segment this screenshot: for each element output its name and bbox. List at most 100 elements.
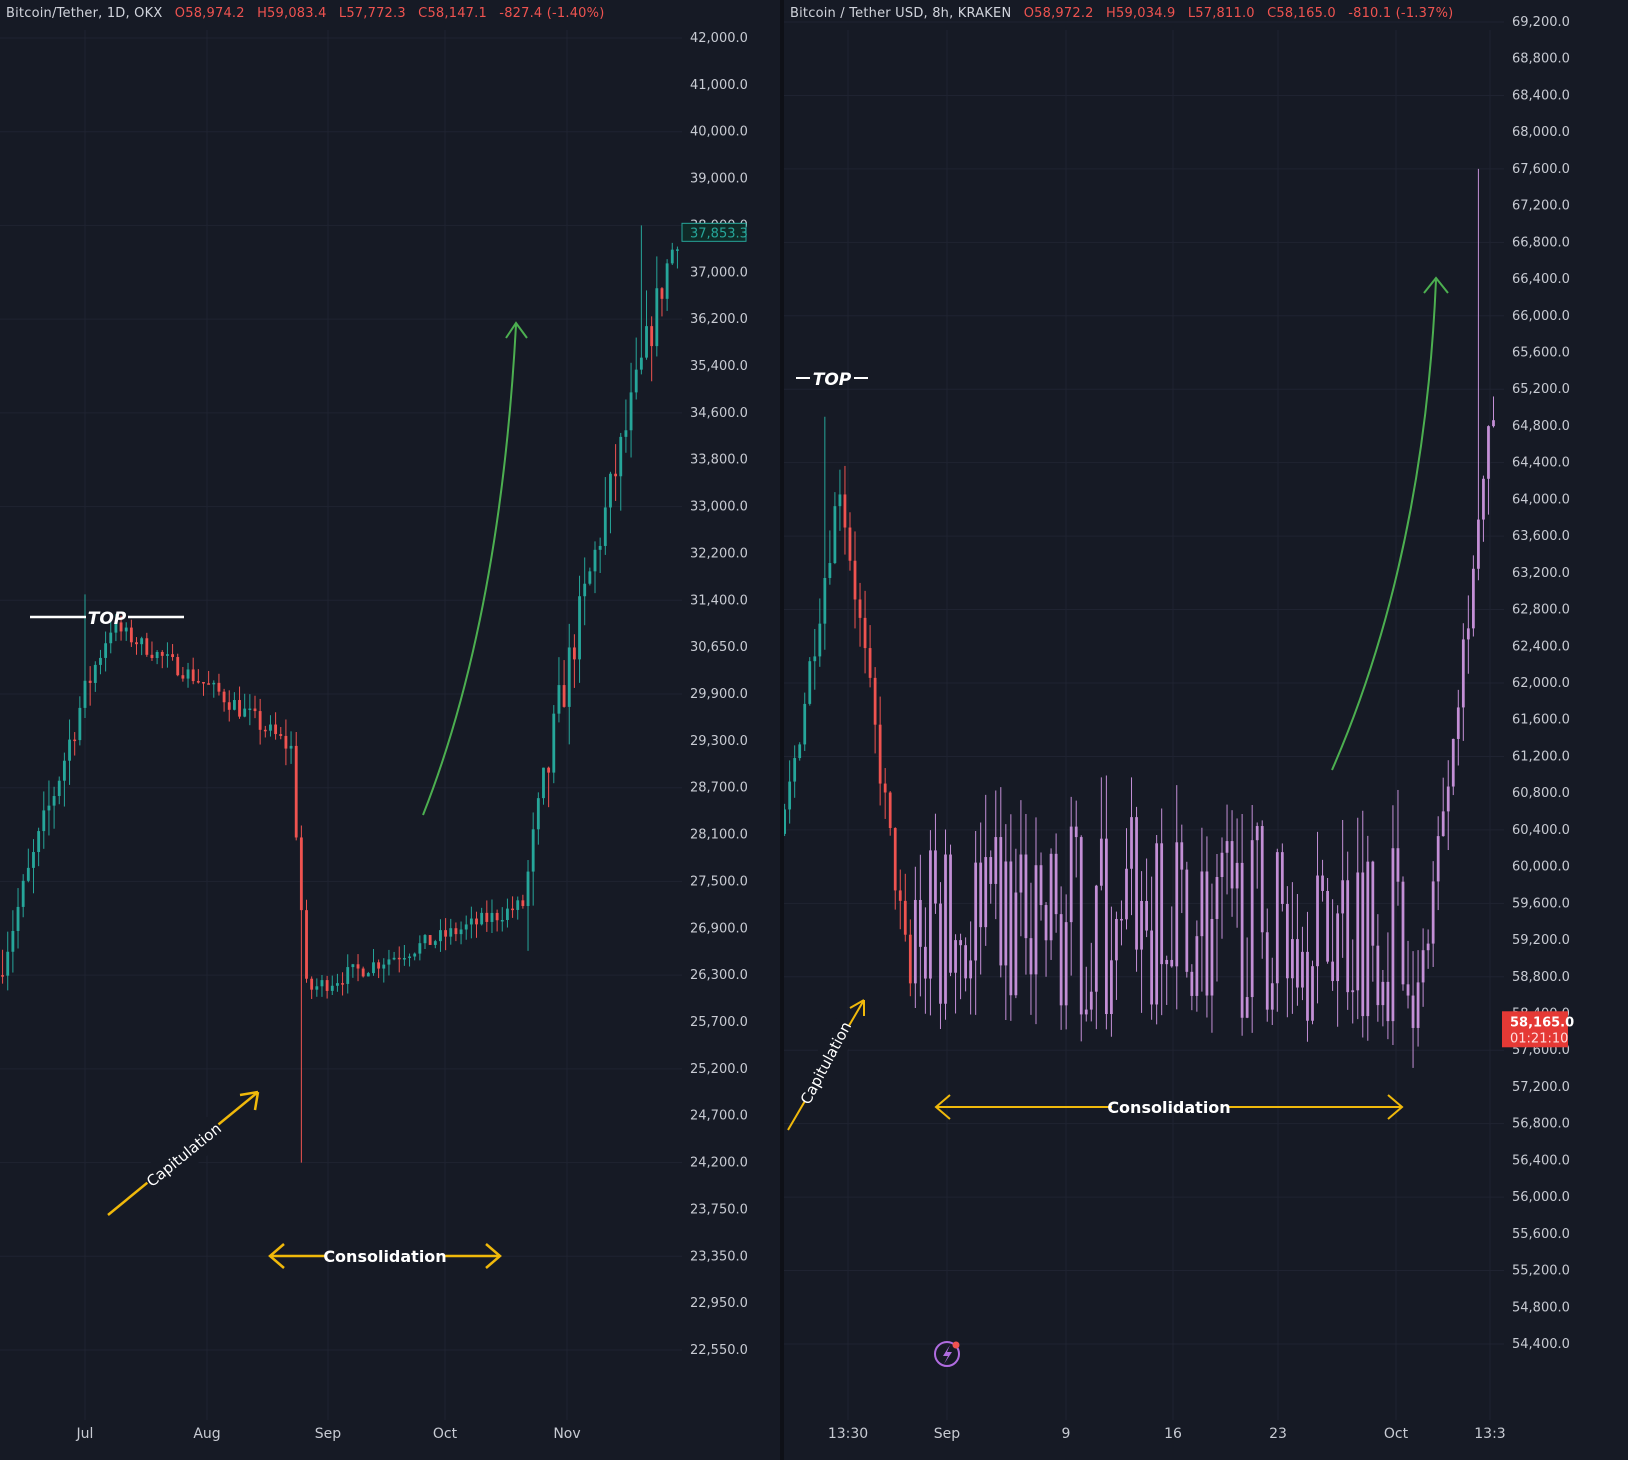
candle-body <box>377 962 381 969</box>
candle-body <box>1482 478 1485 520</box>
candle-body <box>284 735 288 749</box>
candle-body <box>1361 872 1365 1017</box>
candle-body <box>325 980 329 991</box>
y-tick-label: 63,200.0 <box>1512 566 1570 581</box>
panel-divider[interactable] <box>780 0 784 1460</box>
candle-body <box>361 968 365 977</box>
candle-body <box>454 928 458 935</box>
candle-body <box>1451 738 1455 787</box>
x-tick-label: Nov <box>553 1426 580 1442</box>
right-chart-canvas[interactable]: 69,200.0 68,800.0 68,400.0 68,000.0 67,600.0… <box>784 0 1628 1460</box>
capitulation-label-bg <box>793 1018 859 1108</box>
candle-body <box>1326 890 1329 962</box>
candle-body <box>16 906 20 931</box>
y-tick-label: 62,800.0 <box>1512 603 1570 618</box>
candle-body <box>114 622 118 633</box>
candle-body <box>1401 881 1405 985</box>
y-tick-label: 42,000.0 <box>690 31 748 46</box>
candle-body <box>351 964 355 968</box>
candle-body <box>883 783 887 793</box>
candle-body <box>934 850 937 904</box>
candle-body <box>1280 852 1284 904</box>
candle-body <box>279 734 283 736</box>
candle-body <box>1110 960 1113 1015</box>
candle-body <box>918 899 922 947</box>
consolidation-arrowheads <box>934 1094 1404 1120</box>
right-open: O58,972.2 <box>1023 6 1094 21</box>
candle-body <box>1336 913 1340 982</box>
candle-body <box>1180 842 1184 870</box>
candle-body <box>853 560 857 600</box>
candle-body <box>382 964 386 969</box>
candle-body <box>232 700 236 710</box>
right-close: C58,165.0 <box>1267 6 1336 21</box>
candle-body <box>939 903 942 1004</box>
y-tick-label: 36,200.0 <box>690 312 748 327</box>
candle-body <box>402 958 406 960</box>
candle-body <box>433 941 437 945</box>
candle-body <box>903 900 907 935</box>
candle-body <box>562 685 566 707</box>
x-tick-label: Oct <box>433 1426 458 1442</box>
candle-body <box>798 744 802 759</box>
candle-body <box>547 767 551 773</box>
y-tick-label: 64,000.0 <box>1512 492 1570 507</box>
breakout-arrow-line <box>422 324 517 816</box>
candle-body <box>858 599 862 618</box>
candle-body <box>619 436 623 477</box>
y-tick-label: 39,000.0 <box>690 172 748 187</box>
candle-body <box>1421 950 1425 983</box>
y-tick-label: 22,550.0 <box>690 1343 748 1358</box>
candle-body <box>1094 885 1098 992</box>
y-tick-label: 55,200.0 <box>1512 1264 1570 1279</box>
left-low: L57,772.3 <box>338 6 406 21</box>
candle-body <box>444 930 448 937</box>
x-tick-label: 13:3 <box>1474 1426 1505 1442</box>
candle-body <box>47 805 51 811</box>
right-change: -810.1 (-1.37%) <box>1348 6 1454 21</box>
candle-body <box>341 983 344 985</box>
candle-body <box>21 880 25 907</box>
candle-body <box>222 691 226 703</box>
candle-body <box>186 669 190 679</box>
candle-body <box>11 930 15 952</box>
y-tick-label: 66,800.0 <box>1512 235 1570 250</box>
left-chart-canvas[interactable]: 42,000.041,000.040,000.039,000.038,000.0… <box>0 0 780 1460</box>
candle-body <box>913 899 917 984</box>
y-tick-label: 54,800.0 <box>1512 1300 1570 1315</box>
candle-body <box>1456 707 1460 739</box>
candle-body <box>62 760 66 781</box>
breakout-arrowhead <box>505 321 528 339</box>
y-tick-label: 57,200.0 <box>1512 1080 1570 1095</box>
candle-body <box>196 681 200 683</box>
candle-body <box>310 978 314 990</box>
candle-body <box>500 920 504 922</box>
x-tick-label: 9 <box>1062 1426 1071 1442</box>
candle-body <box>212 682 216 685</box>
candle-body <box>475 918 478 925</box>
candle-body <box>1316 875 1319 967</box>
candle-body <box>191 669 195 682</box>
left-symbol-name[interactable]: Bitcoin/Tether, 1D, OKX <box>6 6 163 21</box>
candle-body <box>160 651 164 656</box>
left-change: -827.4 (-1.40%) <box>499 6 605 21</box>
candle-body <box>521 900 525 907</box>
candle-body <box>676 249 679 251</box>
candle-body <box>1441 811 1445 837</box>
candle-body <box>1366 861 1370 1017</box>
candle-body <box>1120 918 1123 921</box>
candle-body <box>88 680 92 683</box>
candle-body <box>1059 914 1063 1006</box>
y-tick-label: 61,600.0 <box>1512 713 1570 728</box>
candle-body <box>57 780 61 797</box>
candle-body <box>516 900 520 910</box>
candle-body <box>1210 918 1214 996</box>
candle-body <box>207 683 211 685</box>
y-tick-label: 40,000.0 <box>690 125 748 140</box>
right-symbol-name[interactable]: Bitcoin / Tether USD, 8h, KRAKEN <box>790 6 1012 21</box>
lightning-icon[interactable] <box>934 1341 960 1367</box>
candle-body <box>1034 865 1038 975</box>
candle-body <box>171 654 174 658</box>
top-label: TOP <box>88 609 127 629</box>
candle-body <box>1069 826 1073 923</box>
